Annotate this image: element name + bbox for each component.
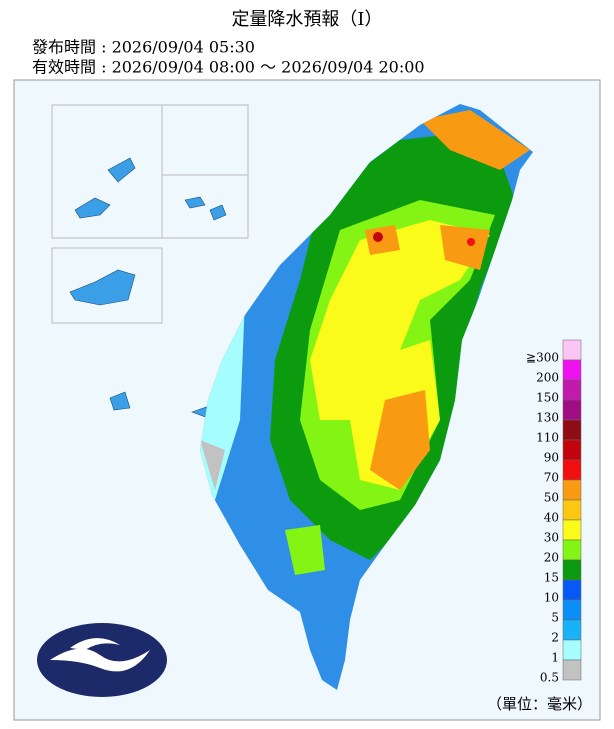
legend: ≧300 200 150 130 110 90 70 50 40 30 20 15 10 5 2 1 0.5	[526, 339, 582, 685]
legend-label: 1	[551, 651, 559, 665]
legend-label: 0.5	[540, 671, 559, 685]
legend-swatch	[562, 599, 582, 621]
legend-swatch	[562, 419, 582, 441]
legend-label: 30	[544, 531, 559, 545]
legend-swatch	[562, 339, 582, 361]
legend-label: 40	[544, 511, 559, 525]
legend-label: 20	[544, 551, 559, 565]
title: 定量降水預報（I）	[231, 9, 382, 30]
legend-label: 2	[551, 631, 559, 645]
legend-label: ≧300	[526, 351, 559, 365]
legend-label: 130	[536, 411, 559, 425]
legend-label: 10	[544, 591, 559, 605]
legend-swatch	[562, 519, 582, 541]
legend-label: 5	[551, 611, 559, 625]
legend-label: 200	[536, 371, 559, 385]
legend-swatch	[562, 539, 582, 561]
inset-frames	[51, 104, 249, 324]
valid-time: 有效時間 : 2026/09/04 08:00 ～ 2026/09/04 20:…	[32, 58, 425, 77]
issued-time: 發布時間 : 2026/09/04 05:30	[32, 38, 255, 57]
legend-label: 50	[544, 491, 559, 505]
legend-swatch	[562, 579, 582, 601]
legend-swatch	[562, 399, 582, 421]
legend-swatch	[562, 479, 582, 501]
legend-swatch	[562, 459, 582, 481]
islands	[69, 157, 227, 419]
legend-swatch	[562, 559, 582, 581]
rain-fields	[200, 110, 530, 575]
legend-swatch	[562, 359, 582, 381]
legend-label: 70	[544, 471, 559, 485]
legend-swatch	[562, 619, 582, 641]
legend-label: 90	[544, 451, 559, 465]
legend-swatch	[562, 659, 582, 681]
legend-swatch	[562, 439, 582, 461]
legend-label: 110	[536, 431, 559, 445]
legend-label: 150	[536, 391, 559, 405]
legend-swatch	[562, 639, 582, 661]
legend-swatch	[562, 499, 582, 521]
legend-swatch	[562, 379, 582, 401]
legend-label: 15	[544, 571, 559, 585]
taiwan-logo	[37, 623, 167, 697]
unit-label: （單位：毫米）	[487, 695, 592, 713]
